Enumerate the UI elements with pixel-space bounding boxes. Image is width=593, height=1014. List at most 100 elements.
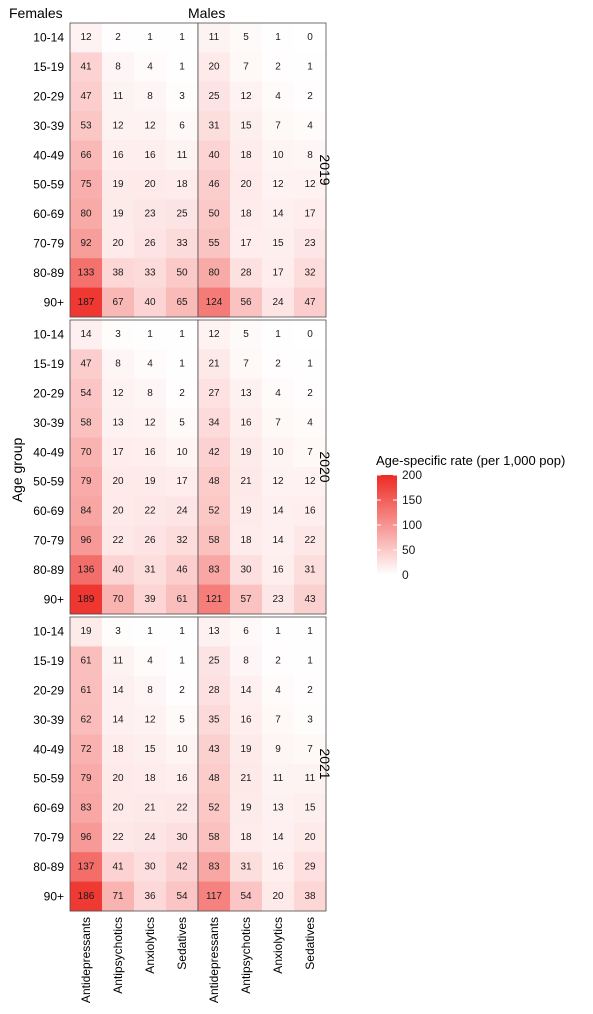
cell-value-label: 14 [272, 506, 284, 517]
cell-value-label: 46 [208, 179, 220, 190]
heatmap-cell [70, 881, 103, 912]
heatmap-cell [166, 228, 199, 259]
cell-value-label: 23 [304, 238, 316, 249]
cell-value-label: 48 [208, 476, 220, 487]
legend-tick-label: 100 [402, 518, 422, 532]
heatmap-cell [134, 852, 167, 882]
cell-value-label: 2 [115, 32, 121, 43]
cell-value-label: 48 [208, 773, 220, 784]
heatmap-cell [102, 881, 135, 912]
cell-value-label: 16 [272, 861, 284, 872]
heatmap-cell [262, 496, 295, 527]
cell-value-label: 2 [307, 388, 313, 399]
heatmap-cell [230, 349, 263, 380]
cell-value-label: 1 [179, 359, 185, 370]
x-tick-label: Sedatives [175, 917, 189, 970]
cell-value-label: 4 [275, 685, 281, 696]
heatmap-cell [102, 822, 135, 853]
cell-value-label: 21 [144, 803, 156, 814]
cell-value-label: 14 [272, 832, 284, 843]
y-tick-label: 70-79 [33, 237, 64, 251]
heatmap-cell [70, 320, 103, 350]
heatmap-cell [134, 584, 167, 615]
cell-value-label: 6 [243, 626, 249, 637]
heatmap-cell [262, 675, 295, 706]
cell-value-label: 11 [209, 32, 220, 43]
cell-value-label: 21 [240, 773, 252, 784]
x-tick-label: Anxiolytics [271, 917, 285, 974]
cell-value-label: 19 [240, 744, 252, 755]
heatmap-cell [70, 228, 103, 259]
heatmap-cell [198, 467, 231, 497]
cell-value-label: 21 [208, 359, 220, 370]
facet-label-males: Males [188, 5, 225, 21]
cell-value-label: 29 [304, 861, 316, 872]
y-tick-label: 40-49 [33, 445, 64, 459]
heatmap-cell [198, 320, 231, 350]
heatmap-cell [70, 437, 103, 468]
cell-value-label: 20 [208, 62, 220, 73]
cell-value-label: 67 [112, 297, 124, 308]
heatmap-cell [102, 617, 135, 647]
cell-value-label: 15 [304, 803, 316, 814]
cell-value-label: 12 [272, 179, 284, 190]
heatmap-cell [134, 734, 167, 765]
heatmap-cell [198, 852, 231, 882]
heatmap-cell [198, 822, 231, 853]
heatmap-cell [134, 349, 167, 380]
cell-value-label: 18 [176, 179, 188, 190]
heatmap-cell [294, 111, 327, 141]
cell-value-label: 14 [272, 209, 284, 220]
cell-value-label: 2 [275, 62, 281, 73]
heatmap-cell [70, 793, 103, 824]
cell-value-label: 2 [179, 388, 185, 399]
cell-value-label: 121 [206, 594, 223, 605]
cell-value-label: 47 [80, 359, 92, 370]
cell-value-label: 7 [307, 744, 313, 755]
cell-value-label: 55 [208, 238, 220, 249]
y-tick-label: 60-69 [33, 801, 64, 815]
heatmap-cell [294, 199, 327, 230]
cell-value-label: 16 [240, 714, 252, 725]
heatmap-cell [198, 81, 231, 112]
heatmap-cell [134, 646, 167, 677]
heatmap-cell [262, 617, 295, 647]
cell-value-label: 30 [176, 832, 188, 843]
cell-value-label: 83 [80, 803, 92, 814]
cell-value-label: 18 [240, 150, 252, 161]
cell-value-label: 12 [272, 476, 284, 487]
cell-value-label: 58 [208, 832, 220, 843]
heatmap-cell [70, 496, 103, 527]
cell-value-label: 14 [112, 685, 124, 696]
heatmap-cell [70, 467, 103, 497]
cell-value-label: 28 [240, 267, 252, 278]
cell-value-label: 54 [240, 891, 252, 902]
cell-value-label: 47 [304, 297, 316, 308]
cell-value-label: 1 [147, 32, 153, 43]
heatmap-cell [294, 881, 327, 912]
heatmap-cell [166, 320, 199, 350]
facet-label-2020: 2020 [317, 451, 333, 482]
legend-colorbar [377, 475, 397, 575]
heatmap-cell [230, 170, 263, 200]
heatmap-cell [134, 287, 167, 318]
cell-value-label: 133 [78, 267, 95, 278]
cell-value-label: 54 [80, 388, 92, 399]
y-tick-label: 30-39 [33, 713, 64, 727]
heatmap-cell [166, 675, 199, 706]
cell-value-label: 19 [240, 506, 252, 517]
heatmap-cell [102, 555, 135, 585]
heatmap-cell [102, 675, 135, 706]
cell-value-label: 16 [272, 564, 284, 575]
heatmap-cell [262, 199, 295, 230]
cell-value-label: 1 [307, 359, 313, 370]
heatmap-cell [230, 881, 263, 912]
cell-value-label: 12 [112, 388, 124, 399]
cell-value-label: 19 [112, 179, 124, 190]
heatmap-cell [230, 52, 263, 83]
heatmap-cell [166, 617, 199, 647]
cell-value-label: 18 [240, 535, 252, 546]
cell-value-label: 8 [147, 388, 153, 399]
